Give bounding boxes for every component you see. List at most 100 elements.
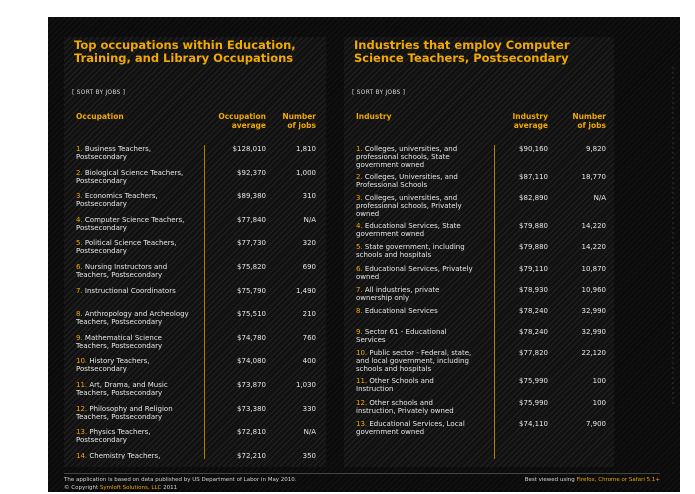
number-of-jobs: 9,820	[585, 145, 606, 153]
col-occupation-header[interactable]: Occupation	[76, 112, 124, 121]
table-row[interactable]: 9. Mathematical Science Teachers, Postsec…	[64, 334, 326, 358]
table-row[interactable]: 9. Sector 61 - Educational Services $78,24…	[344, 328, 614, 349]
table-row[interactable]: 4. Computer Science Teachers, Postseconda…	[64, 216, 326, 240]
occupation-name[interactable]: 7. Instructional Coordinators	[76, 287, 176, 295]
occupation-name[interactable]: 10. History Teachers, Postsecondary	[76, 357, 150, 373]
industry-name[interactable]: 10. Public sector - Federal, state, and l…	[356, 349, 471, 373]
row-number: 1.	[76, 145, 83, 153]
table-row[interactable]: 8. Anthropology and Archeology Teachers, …	[64, 310, 326, 334]
industry-average: $87,110	[519, 173, 548, 181]
industry-name[interactable]: 7. All industries, private ownership only	[356, 286, 439, 302]
number-of-jobs: N/A	[303, 428, 316, 437]
table-row[interactable]: 12. Other schools and instruction, Privat…	[344, 399, 614, 420]
occupation-name[interactable]: 9. Mathematical Science Teachers, Postsec…	[76, 334, 162, 350]
row-number: 11.	[76, 381, 88, 389]
column-divider	[494, 145, 495, 459]
table-row[interactable]: 13. Educational Services, Local governmen…	[344, 420, 614, 441]
occupation-name[interactable]: 12. Philosophy and Religion Teachers, Pos…	[76, 405, 173, 421]
number-of-jobs: 7,900	[585, 419, 606, 428]
occupation-name[interactable]: 6. Nursing Instructors and Teachers, Post…	[76, 263, 167, 279]
occupation-name[interactable]: 3. Economics Teachers, Postsecondary	[76, 192, 158, 208]
industry-line-1: Educational Services, Local	[369, 419, 465, 428]
row-number: 6.	[76, 263, 83, 271]
table-row[interactable]: 5. State government, including schools an…	[344, 243, 614, 264]
table-row[interactable]: 10. History Teachers, Postsecondary $74,08…	[64, 357, 326, 381]
table-row[interactable]: 7. Instructional Coordinators $75,790 1,49…	[64, 287, 326, 311]
industries-sort-button[interactable]: [ SORT BY JOBS ]	[352, 89, 406, 96]
row-number: 3.	[76, 192, 83, 201]
occupation-line-2: Postsecondary	[76, 176, 127, 185]
table-row[interactable]: 12. Philosophy and Religion Teachers, Pos…	[64, 405, 326, 429]
table-row[interactable]: 14. Chemistry Teachers, $72,210 350	[64, 452, 326, 459]
industry-name[interactable]: 8. Educational Services	[356, 307, 438, 323]
occupation-name[interactable]: 2. Biological Science Teachers, Postsecon…	[76, 169, 183, 185]
occupation-line-1: Instructional Coordinators	[84, 286, 176, 295]
occupation-average: $92,370	[237, 168, 266, 177]
industry-average: $79,880	[519, 222, 548, 231]
table-row[interactable]: 8. Educational Services $78,240 32,990	[344, 307, 614, 328]
table-row[interactable]: 3. Colleges, universities, and profession…	[344, 194, 614, 223]
occupation-average: $72,210	[237, 451, 266, 459]
table-row[interactable]: 6. Nursing Instructors and Teachers, Post…	[64, 263, 326, 287]
occupation-name[interactable]: 1. Business Teachers, Postsecondary	[76, 145, 151, 161]
industry-name[interactable]: 9. Sector 61 - Educational Services	[356, 328, 447, 344]
browser-note: Best viewed using Firefox, Chrome or Saf…	[525, 477, 660, 484]
row-number: 13.	[76, 428, 88, 437]
col-industry-header[interactable]: Industry	[356, 112, 392, 121]
industry-average: $82,890	[519, 194, 548, 203]
occupation-line-1: History Teachers,	[89, 357, 150, 366]
col-number-of-jobs-header[interactable]: Number of jobs	[572, 112, 606, 130]
industry-name[interactable]: 6. Educational Services, Privately owned	[356, 265, 473, 281]
table-row[interactable]: 10. Public sector - Federal, state, and l…	[344, 349, 614, 378]
table-row[interactable]: 2. Colleges, Universities, and Profession…	[344, 173, 614, 194]
occupations-sort-button[interactable]: [ SORT BY JOBS ]	[72, 89, 126, 96]
browser-links[interactable]: Firefox, Chrome or Safari 5.1+	[576, 477, 660, 483]
industry-name[interactable]: 5. State government, including schools an…	[356, 243, 465, 259]
table-row[interactable]: 3. Economics Teachers, Postsecondary $89,3…	[64, 192, 326, 216]
table-row[interactable]: 6. Educational Services, Privately owned $…	[344, 265, 614, 286]
number-of-jobs: 14,220	[581, 243, 607, 252]
table-row[interactable]: 13. Physics Teachers, Postsecondary $72,81…	[64, 428, 326, 452]
occupations-title: Top occupations within Education, Traini…	[74, 38, 296, 65]
industry-name[interactable]: 13. Educational Services, Local governmen…	[356, 420, 465, 436]
industry-name[interactable]: 1. Colleges, universities, and profession…	[356, 145, 457, 169]
occupation-name[interactable]: 14. Chemistry Teachers,	[76, 452, 160, 459]
footer-copyright: © Copyright Symloft Solutions, LLC 2011	[64, 485, 177, 492]
table-row[interactable]: 11. Other Schools and Instruction $75,990 1…	[344, 377, 614, 398]
table-row[interactable]: 5. Political Science Teachers, Postsecond…	[64, 239, 326, 263]
industry-line-1: Educational Services	[364, 307, 438, 315]
row-number: 4.	[356, 222, 363, 231]
row-number: 13.	[356, 419, 368, 428]
occupation-average: $72,810	[237, 428, 266, 437]
col-number-of-jobs-header[interactable]: Number of jobs	[282, 112, 316, 130]
occupation-name[interactable]: 13. Physics Teachers, Postsecondary	[76, 428, 151, 444]
industry-name[interactable]: 2. Colleges, Universities, and Profession…	[356, 173, 458, 189]
occupation-name[interactable]: 11. Art, Drama, and Music Teachers, Posts…	[76, 381, 168, 397]
occupations-panel: Top occupations within Education, Traini…	[64, 37, 326, 467]
table-row[interactable]: 4. Educational Services, State government…	[344, 222, 614, 243]
number-of-jobs: 330	[302, 404, 316, 413]
occupation-line-1: Nursing Instructors and	[84, 263, 168, 271]
table-row[interactable]: 7. All industries, private ownership only…	[344, 286, 614, 307]
col-occupation-average-header[interactable]: Occupation average	[218, 112, 266, 130]
col-industry-average-header[interactable]: Industry average	[512, 112, 548, 130]
industry-average: $74,110	[519, 419, 548, 428]
industry-line-1: All industries, private	[364, 285, 440, 294]
industry-line-2: Services	[356, 336, 386, 345]
occupation-name[interactable]: 4. Computer Science Teachers, Postseconda…	[76, 216, 184, 232]
table-row[interactable]: 11. Art, Drama, and Music Teachers, Posts…	[64, 381, 326, 405]
industry-name[interactable]: 4. Educational Services, State government…	[356, 222, 461, 238]
company-link[interactable]: Symloft Solutions, LLC	[99, 485, 162, 491]
industry-name[interactable]: 11. Other Schools and Instruction	[356, 377, 434, 393]
table-row[interactable]: 1. Business Teachers, Postsecondary $128,0…	[64, 145, 326, 169]
occupation-line-1: Economics Teachers,	[84, 192, 158, 201]
occupation-name[interactable]: 8. Anthropology and Archeology Teachers, …	[76, 310, 189, 326]
industry-name[interactable]: 12. Other schools and instruction, Privat…	[356, 399, 454, 415]
occupation-line-2: Teachers, Postsecondary	[76, 341, 163, 350]
occupation-average: $75,790	[237, 286, 266, 295]
occupation-name[interactable]: 5. Political Science Teachers, Postsecond…	[76, 239, 176, 255]
table-row[interactable]: 1. Colleges, universities, and profession…	[344, 145, 614, 174]
table-row[interactable]: 2. Biological Science Teachers, Postsecon…	[64, 169, 326, 193]
scrollbar[interactable]	[670, 67, 676, 407]
industry-name[interactable]: 3. Colleges, universities, and profession…	[356, 194, 462, 218]
